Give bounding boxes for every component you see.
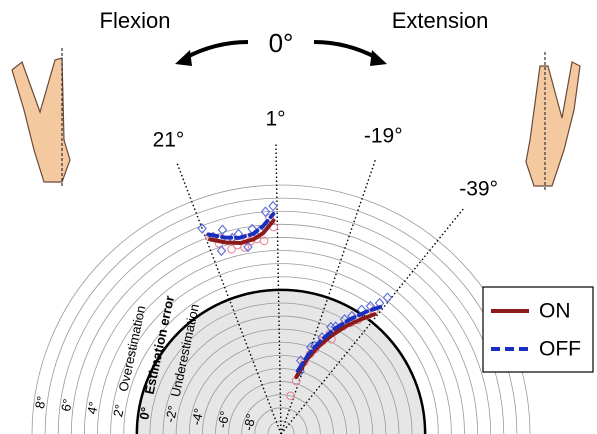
flexion-arrow [185, 42, 248, 58]
theta-tick-label: 1° [265, 108, 285, 131]
r-tick-label: 2° [110, 403, 127, 418]
extension-arrowhead [370, 50, 387, 66]
legend-label: OFF [539, 338, 581, 361]
flexion-arrowhead [175, 50, 192, 66]
chart: Flexion 0° Extension 8°6°4°2°0°-2°-4°-6°… [0, 0, 597, 434]
r-tick-label: 4° [84, 400, 101, 415]
theta-tick-label: -19° [364, 125, 403, 148]
theta-tick-label: -39° [459, 178, 498, 201]
r-tick-label: 8° [32, 395, 49, 410]
zero-label: 0° [269, 28, 294, 58]
right-hand [526, 52, 580, 190]
r-tick-label: 6° [58, 397, 75, 412]
left-hand [12, 48, 70, 186]
extension-label: Extension [392, 8, 489, 33]
legend-label: ON [539, 300, 571, 323]
scatter-point [269, 202, 277, 211]
theta-tick-label: 21° [153, 128, 185, 151]
extension-arrow [314, 42, 377, 58]
flexion-label: Flexion [100, 8, 171, 33]
